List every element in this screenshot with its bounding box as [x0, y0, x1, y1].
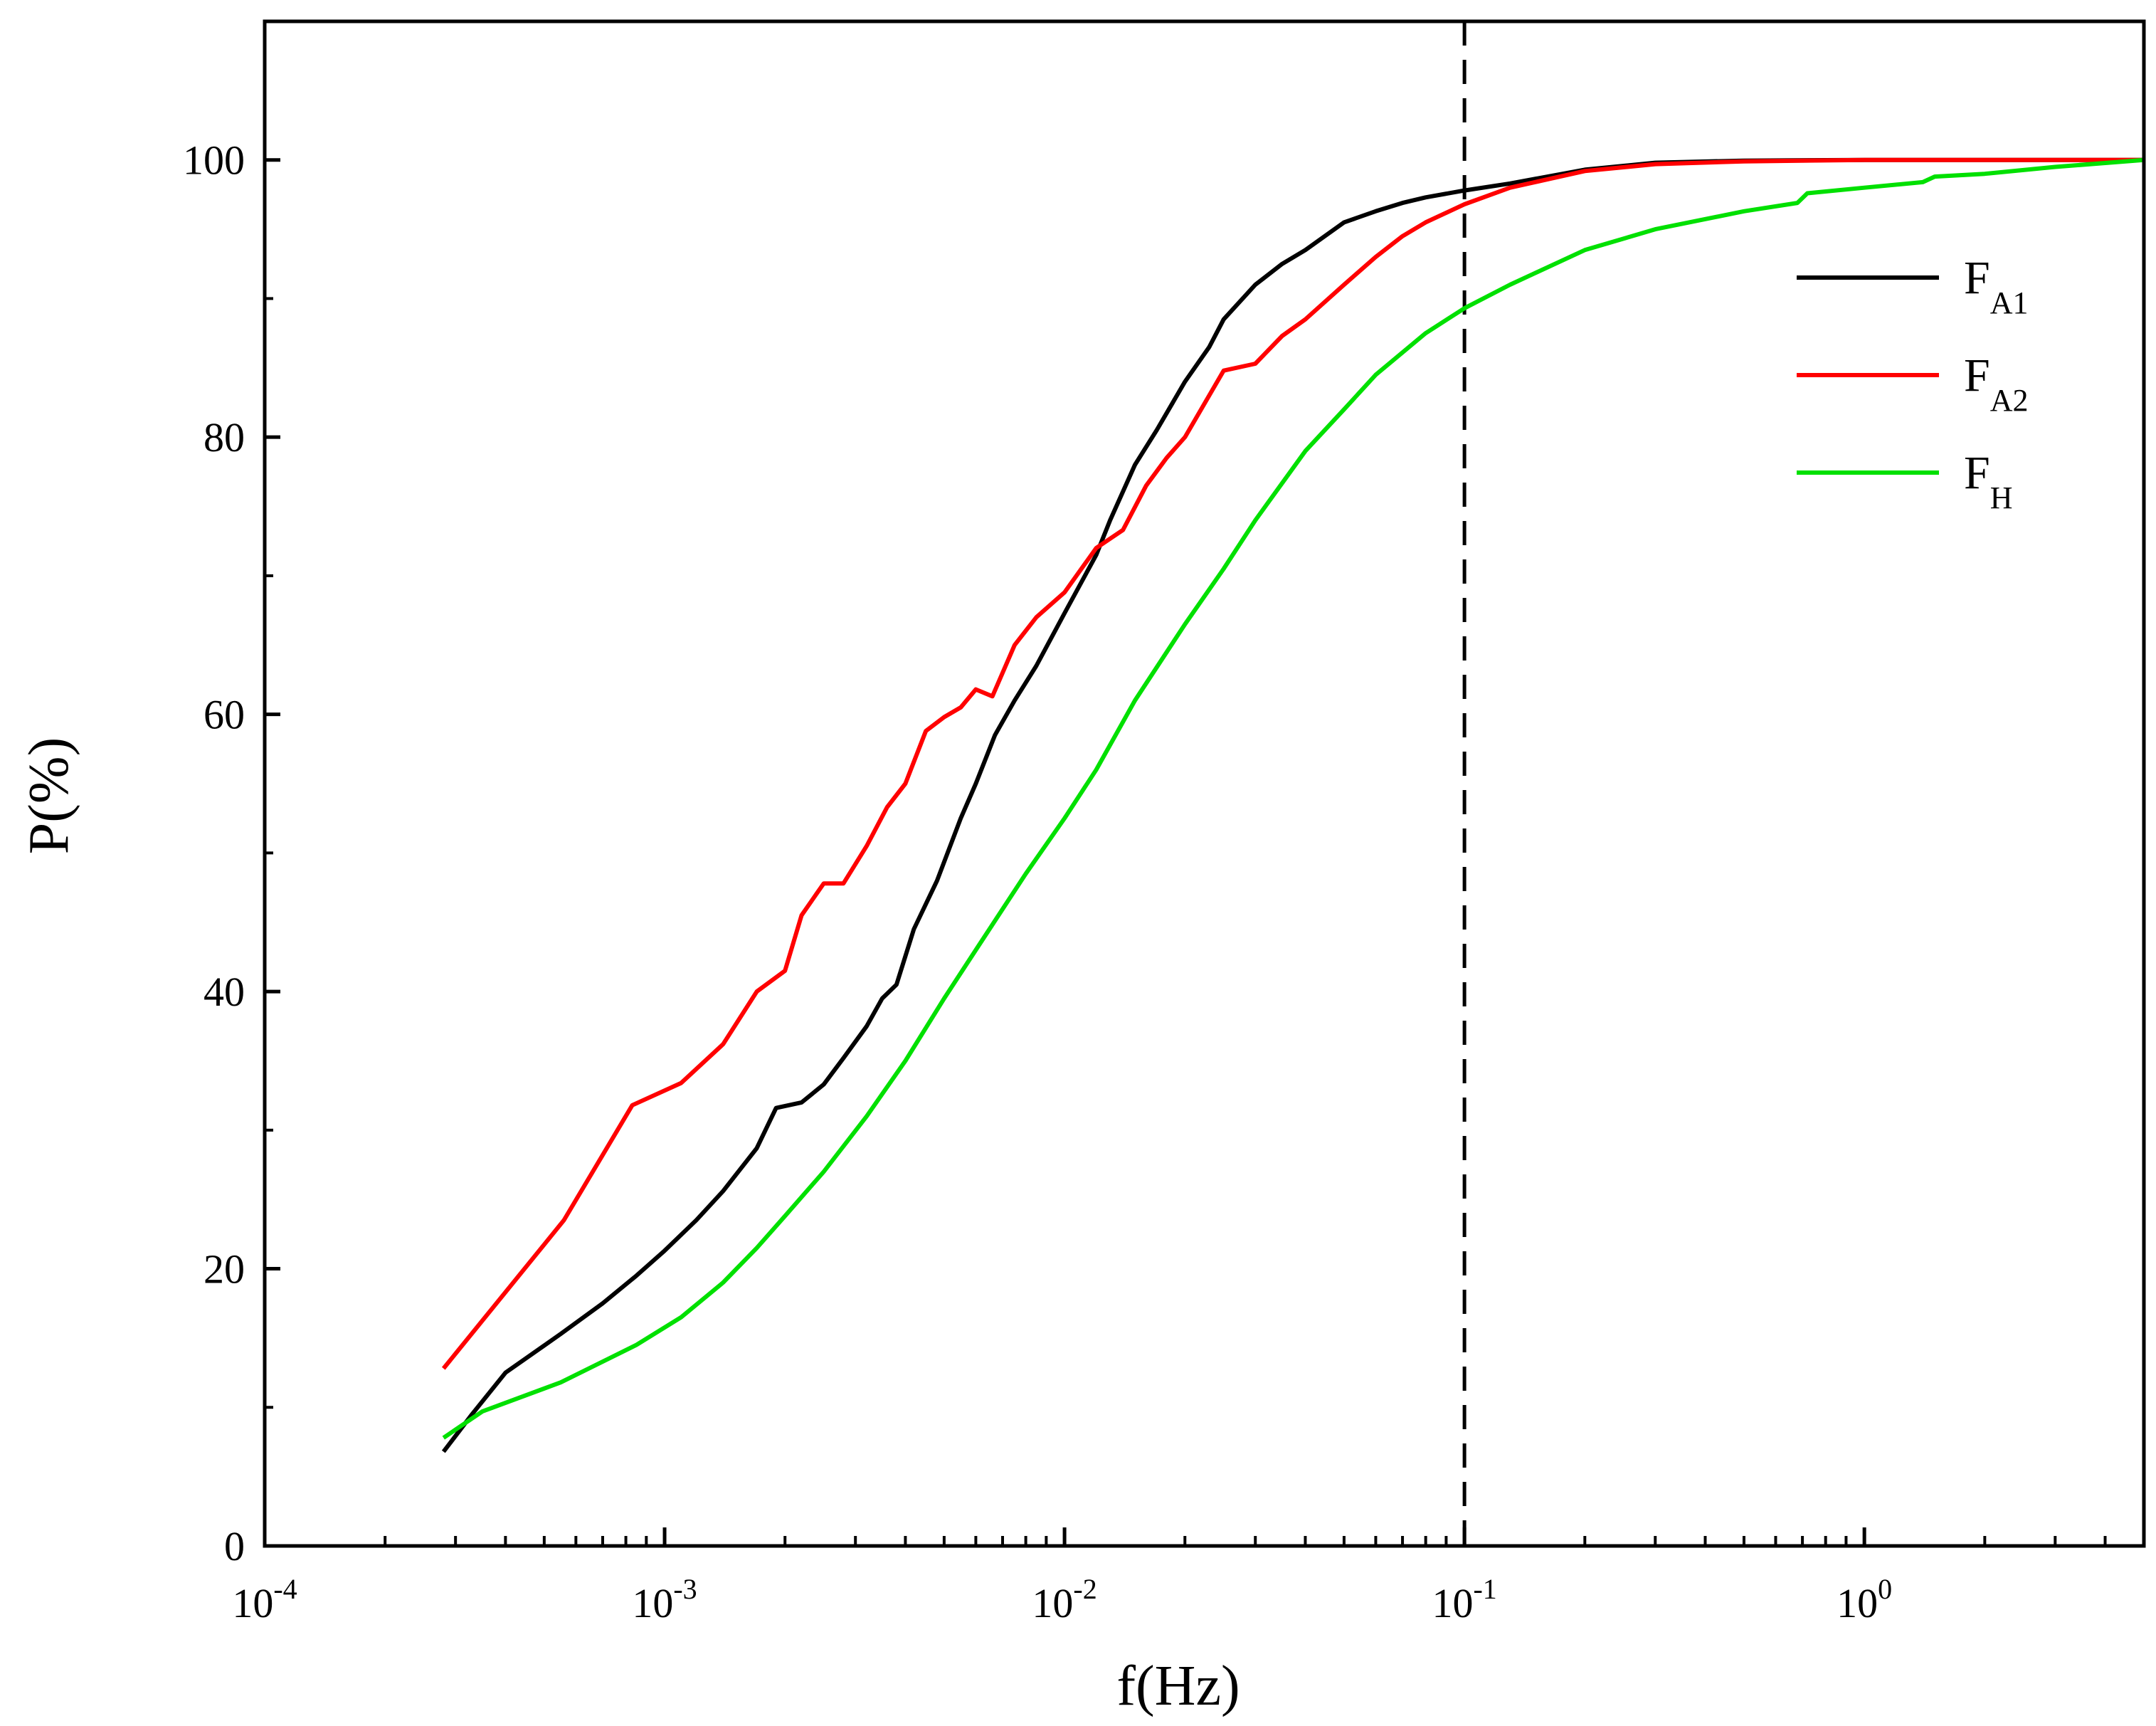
- legend: FA1 FA2 FH: [1797, 252, 2029, 515]
- plot-frame: [263, 19, 2146, 1548]
- y-tick-label: 20: [204, 1246, 245, 1293]
- y-tick-label: 100: [183, 137, 245, 184]
- series-line-a1: [441, 157, 2144, 1453]
- x-tick-label: 10-2: [1032, 1573, 1097, 1626]
- series-line-a2: [441, 157, 2144, 1370]
- y-tick-label: 40: [204, 969, 245, 1015]
- x-tick-label: 10-1: [1432, 1573, 1496, 1626]
- series-line-h: [442, 157, 2144, 1440]
- plot-area: [441, 21, 2144, 1546]
- legend-label-a1: FA1: [1964, 252, 2029, 320]
- x-tick-label: 10-3: [632, 1573, 697, 1626]
- x-tick-label: 100: [1837, 1573, 1892, 1626]
- x-axis-title: f(Hz): [1116, 1655, 1240, 1717]
- y-axis-title: P(%): [18, 737, 80, 854]
- y-tick-label: 80: [204, 414, 245, 461]
- axes: 0 20 40 60 80 100 10-4 10-3 10-2 10-1 100: [183, 19, 2146, 1626]
- legend-label-a2: FA2: [1964, 349, 2029, 418]
- y-tick-label: 60: [204, 692, 245, 738]
- x-tick-label: 10-4: [232, 1573, 297, 1626]
- y-tick-label: 0: [224, 1523, 245, 1569]
- legend-label-h: FH: [1964, 447, 2013, 515]
